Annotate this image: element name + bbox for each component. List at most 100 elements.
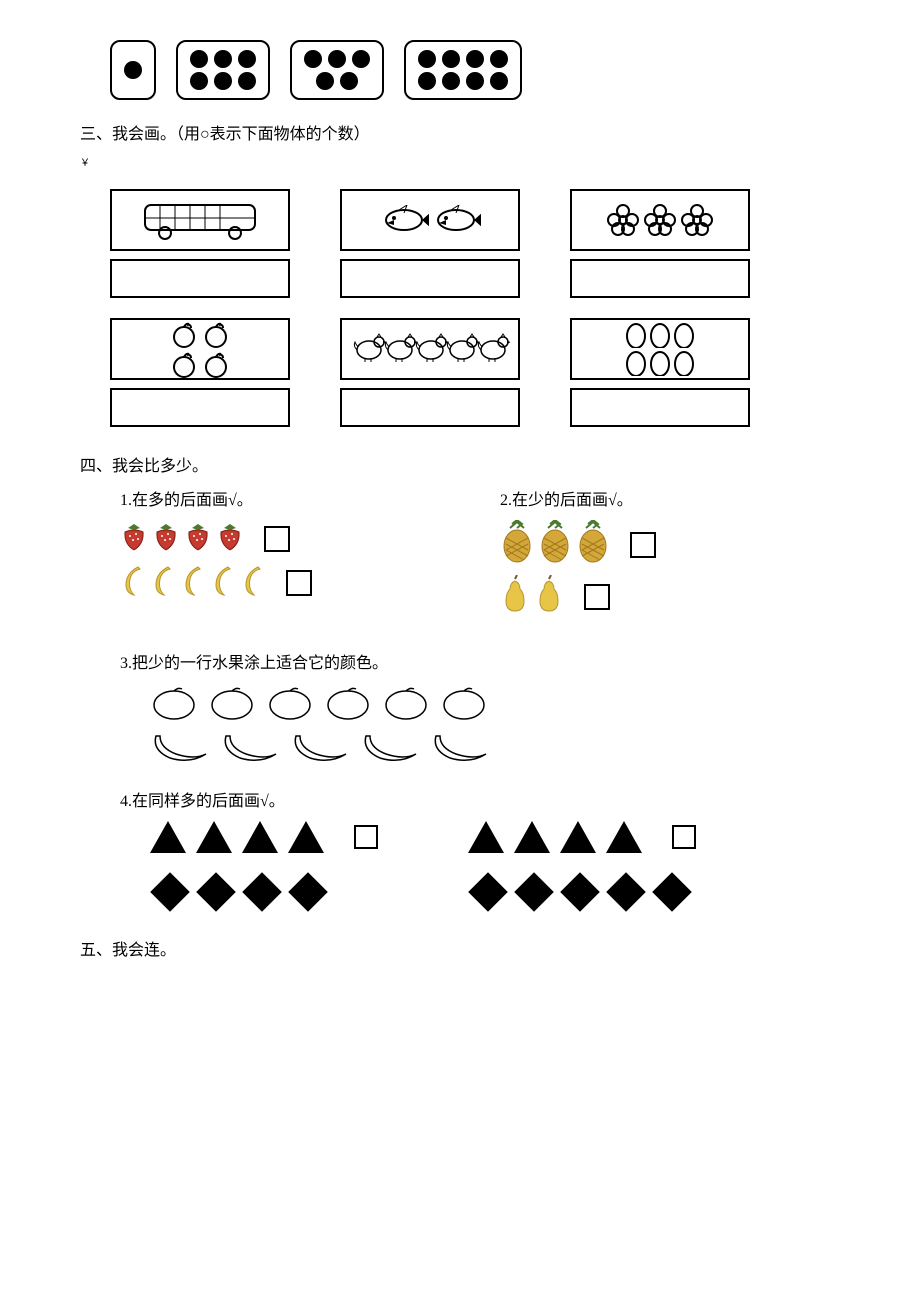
- egg-image: [570, 318, 750, 380]
- dot-icon: [238, 72, 256, 90]
- dot-box: [404, 40, 522, 100]
- q3-bananas-row: [150, 730, 840, 767]
- banana-icon: [180, 563, 206, 602]
- pineapple-icon: [538, 520, 572, 569]
- banana-icon: [210, 563, 236, 602]
- banana-icon: [120, 563, 146, 602]
- draw-item: [340, 318, 520, 427]
- triangle-icon: [468, 821, 504, 853]
- dot-icon: [340, 72, 358, 90]
- banana-icon: [150, 563, 176, 602]
- q2-pear-checkbox[interactable]: [584, 584, 610, 610]
- orange-outline-icon: [324, 683, 372, 726]
- q4-left-diamonds: [150, 878, 378, 906]
- q2-title: 2.在少的后面画√。: [500, 486, 780, 510]
- diamond-icon: [196, 872, 236, 912]
- compare-section: 1.在多的后面画√。 2.在少的后面画√。 3.把少的一行水果涂: [120, 486, 840, 906]
- banana-outline-icon: [360, 730, 420, 767]
- q1-banana-row: [120, 563, 400, 602]
- diamond-icon: [514, 872, 554, 912]
- answer-box[interactable]: [110, 388, 290, 427]
- dot-icon: [466, 72, 484, 90]
- dot-box: [290, 40, 384, 100]
- q2: 2.在少的后面画√。: [500, 486, 780, 624]
- q4-left: [150, 821, 378, 906]
- fish-image: [340, 189, 520, 251]
- q4-right-triangles: [468, 821, 696, 853]
- orange-outline-icon: [440, 683, 488, 726]
- dot-icon: [442, 50, 460, 68]
- strawberry-icon: [120, 520, 148, 557]
- q3-title: 3.把少的一行水果涂上适合它的颜色。: [120, 649, 840, 673]
- q1-strawberry-checkbox[interactable]: [264, 526, 290, 552]
- section-4-title: 四、我会比多少。: [80, 452, 840, 476]
- diamond-icon: [652, 872, 692, 912]
- triangle-icon: [196, 821, 232, 853]
- dot-icon: [124, 61, 142, 79]
- answer-box[interactable]: [340, 388, 520, 427]
- section-3-title: 三、我会画。（用○表示下面物体的个数）: [80, 120, 840, 144]
- dot-icon: [466, 50, 484, 68]
- q4-left-triangles: [150, 821, 378, 853]
- flower-image: [570, 189, 750, 251]
- currency-note: ￥: [80, 154, 840, 169]
- answer-box[interactable]: [570, 259, 750, 298]
- q4-title: 4.在同样多的后面画√。: [120, 787, 840, 811]
- dot-icon: [490, 50, 508, 68]
- q3-oranges-row: [150, 683, 840, 726]
- dot-icon: [442, 72, 460, 90]
- dot-icon: [352, 50, 370, 68]
- q2-pineapple-checkbox[interactable]: [630, 532, 656, 558]
- dot-icon: [328, 50, 346, 68]
- dot-icon: [190, 50, 208, 68]
- diamond-icon: [606, 872, 646, 912]
- dot-icon: [238, 50, 256, 68]
- q1: 1.在多的后面画√。: [120, 486, 400, 624]
- dot-icon: [316, 72, 334, 90]
- q1-banana-checkbox[interactable]: [286, 570, 312, 596]
- dot-icon: [304, 50, 322, 68]
- answer-box[interactable]: [570, 388, 750, 427]
- diamond-icon: [468, 872, 508, 912]
- chicken-image: [340, 318, 520, 380]
- dot-icon: [418, 50, 436, 68]
- dot-boxes-row: [110, 40, 840, 100]
- q4-right-diamonds: [468, 878, 696, 906]
- bus-image: [110, 189, 290, 251]
- banana-outline-icon: [220, 730, 280, 767]
- draw-item: [340, 189, 520, 298]
- answer-box[interactable]: [340, 259, 520, 298]
- q4-left-checkbox[interactable]: [354, 825, 378, 849]
- strawberry-icon: [152, 520, 180, 557]
- dot-icon: [190, 72, 208, 90]
- q3: 3.把少的一行水果涂上适合它的颜色。: [120, 649, 840, 767]
- draw-item: [570, 318, 750, 427]
- draw-item: [110, 318, 290, 427]
- dot-icon: [214, 50, 232, 68]
- diamond-icon: [242, 872, 282, 912]
- q2-pineapple-row: [500, 520, 780, 569]
- dot-box: [176, 40, 270, 100]
- triangle-icon: [606, 821, 642, 853]
- dot-box: [110, 40, 156, 100]
- banana-outline-icon: [290, 730, 350, 767]
- pineapple-icon: [576, 520, 610, 569]
- q1-strawberry-row: [120, 520, 400, 557]
- banana-icon: [240, 563, 266, 602]
- pineapple-icon: [500, 520, 534, 569]
- dot-icon: [490, 72, 508, 90]
- triangle-icon: [150, 821, 186, 853]
- q4-right-checkbox[interactable]: [672, 825, 696, 849]
- q4-right: [468, 821, 696, 906]
- answer-box[interactable]: [110, 259, 290, 298]
- triangle-icon: [288, 821, 324, 853]
- diamond-icon: [560, 872, 600, 912]
- dot-icon: [418, 72, 436, 90]
- q4: 4.在同样多的后面画√。: [120, 787, 840, 906]
- dot-icon: [214, 72, 232, 90]
- orange-outline-icon: [266, 683, 314, 726]
- diamond-icon: [288, 872, 328, 912]
- pear-icon: [534, 575, 564, 618]
- q1-title: 1.在多的后面画√。: [120, 486, 400, 510]
- strawberry-icon: [216, 520, 244, 557]
